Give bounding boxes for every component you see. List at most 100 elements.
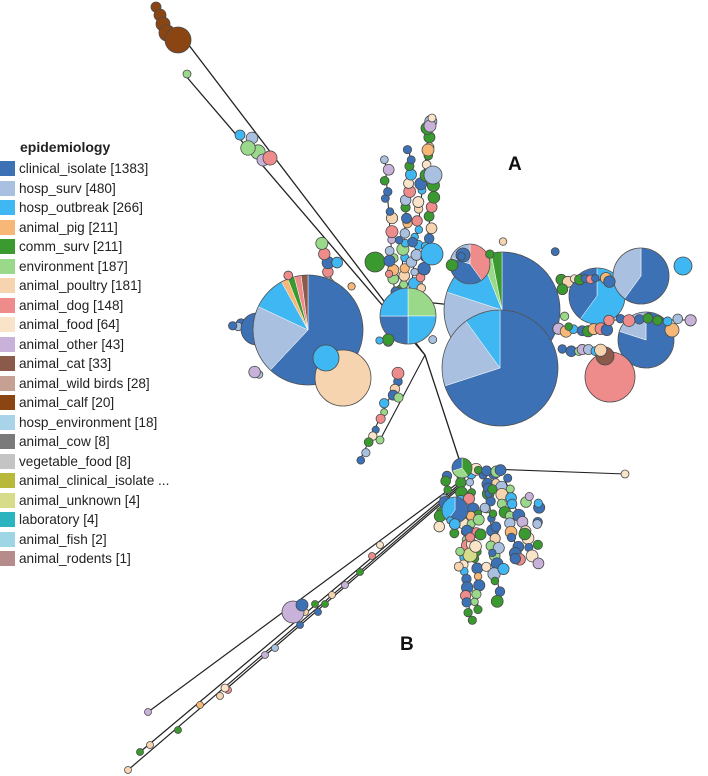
tree-node [380,155,389,164]
tree-node [433,520,445,533]
tree-node [356,568,364,576]
legend-swatch [0,161,15,177]
tree-node [421,143,435,157]
legend-label: clinical_isolate [1383] [19,161,149,177]
legend-swatch [0,336,15,352]
tree-node [518,527,532,541]
tree-node [375,336,384,345]
legend-swatch [0,258,15,274]
tree-node [479,502,491,513]
tree-node [410,249,423,261]
epidemiology-legend: epidemiology clinical_isolate [1383] hosp… [0,137,215,569]
tree-node [252,274,364,386]
legend-item: animal_pig [211] [0,218,215,238]
tree-node [383,254,396,267]
tree-node [642,312,654,324]
tree-node [399,280,409,290]
legend-item: animal_other [43] [0,335,215,355]
tree-node [490,521,502,533]
legend-item: animal_wild birds [28] [0,374,215,394]
tree-node [382,163,395,176]
tree-node [385,225,399,239]
tree-node [506,532,517,543]
tree-node [564,322,573,331]
legend-swatch [0,239,15,255]
tree-node [174,726,182,734]
tree-node [503,473,513,483]
tree-node [506,498,518,510]
tree-node [441,496,469,524]
tree-node [497,562,510,575]
tree-node [492,541,505,554]
tree-node [473,572,483,581]
tree-node [414,225,424,234]
legend-label: comm_surv [211] [19,239,123,255]
tree-node [417,262,431,276]
tree-node [124,766,132,774]
tree-node [164,26,192,54]
legend-item: animal_cow [8] [0,432,215,452]
tree-node [423,165,443,185]
tree-node [498,237,508,246]
legend-label: animal_poultry [181] [19,278,142,294]
legend-swatch [0,278,15,294]
tree-node [532,539,543,550]
legend-swatch [0,434,15,450]
legend-label: animal_calf [20] [19,395,115,411]
tree-node [481,561,492,572]
legend-label: animal_unknown [4] [19,492,140,508]
tree-node [445,258,459,272]
tree-node [240,140,256,156]
legend-item: animal_poultry [181] [0,276,215,296]
legend-item: animal_calf [20] [0,393,215,413]
tree-node [451,457,473,479]
legend-item: laboratory [4] [0,510,215,530]
legend-swatch [0,375,15,391]
legend-swatch [0,453,15,469]
tree-node [488,509,498,518]
tree-node [356,455,366,465]
legend-swatch [0,531,15,547]
tree-node [228,321,238,331]
tree-node [312,344,340,372]
tree-node [455,546,465,557]
legend-swatch [0,473,15,489]
tree-node [453,561,464,572]
tree-node [379,287,437,345]
tree-node [427,191,441,204]
tree-node [391,366,405,380]
tree-node [463,607,473,618]
tree-node [402,145,413,155]
tree-node [375,413,386,424]
tree-node [474,528,487,541]
tree-node [622,314,636,327]
legend-label: animal_rodents [1] [19,551,131,567]
tree-node [368,552,376,560]
tree-node [196,701,204,709]
tree-node [557,344,567,354]
tree-node [411,215,423,227]
tree-node [406,155,416,165]
tree-node [361,448,371,458]
legend-label: vegetable_food [8] [19,453,131,469]
tree-node [440,475,451,487]
tree-node [490,576,500,586]
tree-node [311,600,319,608]
tree-node [441,309,559,427]
tree-node [471,589,482,600]
tree-node [684,314,697,327]
tree-node [465,532,476,543]
legend-item: animal_clinical_isolate ... [0,471,215,491]
tree-node [494,464,507,477]
tree-node [328,591,336,599]
legend-label: animal_other [43] [19,336,125,352]
tree-node [136,748,144,756]
tree-node [524,492,534,501]
legend-item: animal_dog [148] [0,296,215,316]
legend-label: animal_wild birds [28] [19,375,150,391]
legend-swatch [0,356,15,372]
tree-node [672,313,683,325]
tree-node [473,465,483,475]
tree-node [318,247,331,261]
tree-node [420,242,444,266]
